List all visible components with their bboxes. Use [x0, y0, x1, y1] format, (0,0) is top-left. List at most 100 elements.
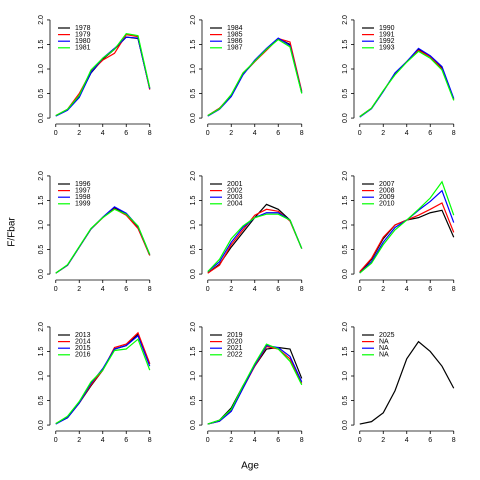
legend-label: 2020	[227, 338, 243, 345]
x-tick-label: 2	[381, 130, 385, 137]
y-tick-label: 1.5	[342, 346, 349, 356]
y-tick-label: 1.0	[38, 371, 45, 381]
legend-label: 1981	[75, 45, 91, 52]
y-tick-label: 1.5	[38, 39, 45, 49]
y-tick-label: 0.0	[342, 113, 349, 123]
legend-label: 1997	[75, 187, 91, 194]
x-tick-label: 4	[253, 286, 257, 293]
legend-label: 2009	[379, 194, 395, 201]
y-tick-label: 2.0	[38, 171, 45, 181]
y-tick-label: 2.0	[190, 171, 197, 181]
legend-label: 2015	[75, 345, 91, 352]
x-tick-label: 0	[358, 130, 362, 137]
legend-label: 2013	[75, 332, 91, 339]
x-tick-label: 6	[428, 130, 432, 137]
legend-label: 1978	[75, 25, 91, 32]
y-tick-label: 2.0	[190, 15, 197, 25]
x-tick-label: 6	[124, 286, 128, 293]
legend-label: 2025	[379, 332, 395, 339]
legend-label: 1991	[379, 31, 395, 38]
legend-label: 2004	[227, 201, 243, 208]
y-tick-label: 0.5	[190, 245, 197, 255]
y-tick-label: 0.0	[342, 420, 349, 430]
x-tick-label: 0	[206, 130, 210, 137]
x-tick-label: 6	[124, 130, 128, 137]
legend-label: 1990	[379, 25, 395, 32]
x-tick-label: 2	[77, 437, 81, 444]
series-line	[55, 334, 151, 425]
x-tick-label: 4	[253, 130, 257, 137]
x-tick-label: 8	[452, 286, 456, 293]
legend-label: 2002	[227, 187, 243, 194]
series-line	[207, 213, 303, 273]
legend-label: 1987	[227, 45, 243, 52]
series-line	[359, 340, 455, 425]
x-tick-label: 2	[77, 286, 81, 293]
y-tick-label: 1.0	[342, 64, 349, 74]
x-tick-label: 0	[54, 286, 58, 293]
legend-label: 1985	[227, 31, 243, 38]
x-tick-label: 6	[428, 286, 432, 293]
y-tick-label: 1.5	[342, 39, 349, 49]
y-tick-label: 0.5	[190, 89, 197, 99]
y-tick-label: 1.5	[190, 39, 197, 49]
x-tick-label: 8	[148, 130, 152, 137]
y-tick-label: 1.0	[38, 220, 45, 230]
y-tick-label: 1.0	[342, 220, 349, 230]
y-tick-label: 0.0	[38, 420, 45, 430]
series-line	[207, 343, 303, 425]
y-tick-label: 0.0	[190, 113, 197, 123]
y-tick-label: 0.5	[342, 245, 349, 255]
legend-label: 1999	[75, 201, 91, 208]
y-tick-label: 1.0	[38, 64, 45, 74]
y-tick-label: 2.0	[342, 322, 349, 332]
legend-label: 1992	[379, 38, 395, 45]
y-tick-label: 1.5	[190, 346, 197, 356]
x-tick-label: 0	[54, 437, 58, 444]
x-tick-label: 8	[148, 286, 152, 293]
y-tick-label: 0.5	[38, 245, 45, 255]
y-tick-label: 1.0	[342, 371, 349, 381]
series-line	[207, 37, 303, 117]
y-tick-label: 0.0	[190, 420, 197, 430]
x-tick-label: 0	[358, 437, 362, 444]
x-tick-label: 4	[405, 286, 409, 293]
x-tick-label: 4	[405, 437, 409, 444]
legend-label: 2014	[75, 338, 91, 345]
y-tick-label: 0.5	[342, 89, 349, 99]
x-tick-label: 2	[229, 130, 233, 137]
x-tick-label: 0	[206, 437, 210, 444]
x-axis-label: Age	[241, 461, 259, 472]
y-tick-label: 1.5	[190, 195, 197, 205]
series-line	[55, 33, 151, 117]
legend-label: 1996	[75, 181, 91, 188]
legend-label: NA	[379, 338, 389, 345]
x-tick-label: 6	[276, 130, 280, 137]
series-line	[55, 331, 151, 425]
legend-label: 1986	[227, 38, 243, 45]
series-line	[55, 36, 151, 117]
legend-label: 2003	[227, 194, 243, 201]
y-tick-label: 2.0	[342, 171, 349, 181]
series-line	[359, 189, 455, 274]
y-tick-label: 0.5	[38, 89, 45, 99]
x-tick-label: 4	[101, 437, 105, 444]
series-line	[359, 47, 455, 118]
y-tick-label: 2.0	[190, 322, 197, 332]
x-tick-label: 0	[358, 286, 362, 293]
y-tick-label: 1.5	[342, 195, 349, 205]
legend-label: 2001	[227, 181, 243, 188]
y-tick-label: 2.0	[342, 15, 349, 25]
legend-label: 2007	[379, 181, 395, 188]
series-line	[55, 338, 151, 425]
series-line	[55, 36, 151, 117]
x-tick-label: 6	[124, 437, 128, 444]
legend-label: 2016	[75, 352, 91, 359]
series-line	[207, 344, 303, 425]
x-tick-label: 2	[229, 437, 233, 444]
series-line	[359, 180, 455, 274]
y-tick-label: 1.5	[38, 195, 45, 205]
legend-label: 1980	[75, 38, 91, 45]
y-tick-label: 0.5	[342, 396, 349, 406]
